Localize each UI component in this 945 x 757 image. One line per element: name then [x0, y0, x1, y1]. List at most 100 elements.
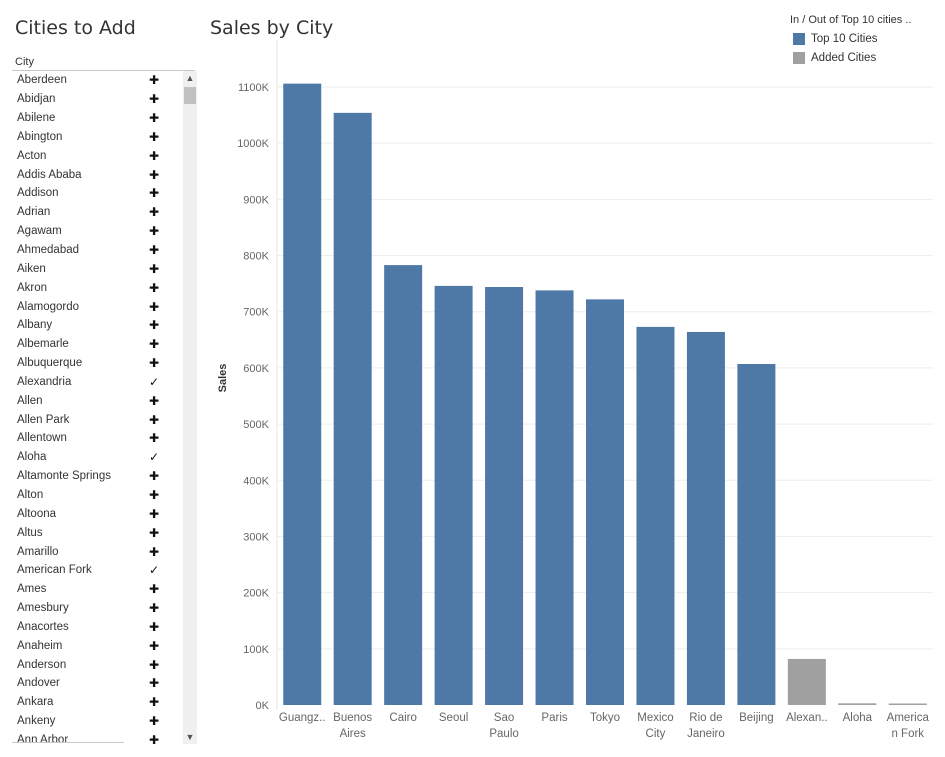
city-list-item[interactable]: Allen Park ✚ — [12, 410, 184, 429]
bar[interactable] — [384, 265, 423, 705]
city-list-item[interactable]: Allentown ✚ — [12, 429, 184, 448]
city-list-item[interactable]: Allen ✚ — [12, 391, 184, 410]
x-tick-label: Guangz.. — [279, 712, 326, 724]
plus-icon[interactable]: ✚ — [149, 544, 160, 559]
bar[interactable] — [787, 658, 826, 705]
city-list-item[interactable]: Amesbury ✚ — [12, 599, 184, 618]
city-list-item[interactable]: Anderson ✚ — [12, 655, 184, 674]
plus-icon[interactable]: ✚ — [149, 732, 160, 744]
x-tick-label: Rio de — [689, 712, 722, 724]
city-list-scrollbar[interactable]: ▲ ▼ — [183, 71, 197, 744]
city-list-item[interactable]: Abidjan ✚ — [12, 90, 184, 109]
plus-icon[interactable]: ✚ — [149, 714, 160, 729]
plus-icon[interactable]: ✚ — [149, 638, 160, 653]
plus-icon[interactable]: ✚ — [149, 224, 160, 239]
bar[interactable] — [686, 331, 725, 705]
plus-icon[interactable]: ✚ — [149, 318, 160, 333]
city-list-item[interactable]: American Fork ✓ — [12, 561, 184, 580]
plus-icon[interactable]: ✚ — [149, 657, 160, 672]
city-list-item[interactable]: Addis Ababa ✚ — [12, 165, 184, 184]
scroll-down-icon[interactable]: ▼ — [185, 732, 195, 742]
plus-icon[interactable]: ✚ — [149, 92, 160, 107]
legend-item-added[interactable]: Added Cities — [793, 52, 876, 64]
city-list-item[interactable]: Ankara ✚ — [12, 693, 184, 712]
bar[interactable] — [888, 703, 927, 706]
city-list-item[interactable]: Ames ✚ — [12, 580, 184, 599]
plus-icon[interactable]: ✚ — [149, 186, 160, 201]
plus-icon[interactable]: ✚ — [149, 356, 160, 371]
city-list-item[interactable]: Altamonte Springs ✚ — [12, 467, 184, 486]
city-list-item[interactable]: Abington ✚ — [12, 128, 184, 147]
plus-icon[interactable]: ✚ — [149, 619, 160, 634]
checkmark-icon[interactable]: ✓ — [149, 450, 160, 465]
plus-icon[interactable]: ✚ — [149, 431, 160, 446]
city-list-item[interactable]: Anacortes ✚ — [12, 617, 184, 636]
city-list-item[interactable]: Aberdeen ✚ — [12, 71, 184, 90]
bar[interactable] — [636, 326, 675, 705]
legend-title[interactable]: In / Out of Top 10 cities .. — [790, 14, 912, 26]
bar[interactable] — [333, 112, 372, 706]
plus-icon[interactable]: ✚ — [149, 148, 160, 163]
legend-item-top10[interactable]: Top 10 Cities — [793, 33, 877, 45]
city-name: Aberdeen — [17, 74, 67, 87]
city-list-item[interactable]: Anaheim ✚ — [12, 636, 184, 655]
plus-icon[interactable]: ✚ — [149, 695, 160, 710]
bar[interactable] — [434, 285, 473, 705]
city-list-item[interactable]: Addison ✚ — [12, 184, 184, 203]
plus-icon[interactable]: ✚ — [149, 337, 160, 352]
plus-icon[interactable]: ✚ — [149, 261, 160, 276]
city-list-item[interactable]: Albemarle ✚ — [12, 335, 184, 354]
plus-icon[interactable]: ✚ — [149, 393, 160, 408]
bar[interactable] — [586, 299, 624, 705]
bar[interactable] — [535, 290, 574, 705]
plus-icon[interactable]: ✚ — [149, 299, 160, 314]
city-list-item[interactable]: Albany ✚ — [12, 316, 184, 335]
city-list-item[interactable]: Agawam ✚ — [12, 222, 184, 241]
plus-icon[interactable]: ✚ — [149, 280, 160, 295]
legend-label-top10: Top 10 Cities — [811, 33, 878, 45]
city-list-item[interactable]: Andover ✚ — [12, 674, 184, 693]
x-tick-label: City — [646, 728, 666, 740]
city-list-item[interactable]: Abilene ✚ — [12, 109, 184, 128]
plus-icon[interactable]: ✚ — [149, 487, 160, 502]
scroll-up-icon[interactable]: ▲ — [185, 73, 195, 83]
city-list-item[interactable]: Aiken ✚ — [12, 259, 184, 278]
plus-icon[interactable]: ✚ — [149, 412, 160, 427]
plus-icon[interactable]: ✚ — [149, 506, 160, 521]
scroll-thumb[interactable] — [184, 87, 196, 104]
city-list-item[interactable]: Ankeny ✚ — [12, 712, 184, 731]
bar[interactable] — [485, 287, 524, 705]
city-list-item[interactable]: Alton ✚ — [12, 486, 184, 505]
city-list-item[interactable]: Albuquerque ✚ — [12, 354, 184, 373]
plus-icon[interactable]: ✚ — [149, 601, 160, 616]
plus-icon[interactable]: ✚ — [149, 469, 160, 484]
city-column-header[interactable]: City — [15, 56, 34, 68]
plus-icon[interactable]: ✚ — [149, 111, 160, 126]
plus-icon[interactable]: ✚ — [149, 582, 160, 597]
city-name: Ankeny — [17, 715, 56, 728]
city-name: Alamogordo — [17, 300, 80, 313]
plus-icon[interactable]: ✚ — [149, 73, 160, 88]
plus-icon[interactable]: ✚ — [149, 676, 160, 691]
city-list-item[interactable]: Alexandria ✓ — [12, 373, 184, 392]
plus-icon[interactable]: ✚ — [149, 525, 160, 540]
bar[interactable] — [838, 703, 877, 705]
bar[interactable] — [283, 83, 322, 705]
plus-icon[interactable]: ✚ — [149, 167, 160, 182]
plus-icon[interactable]: ✚ — [149, 243, 160, 258]
city-list-item[interactable]: Adrian ✚ — [12, 203, 184, 222]
city-list-item[interactable]: Altoona ✚ — [12, 504, 184, 523]
bar[interactable] — [737, 363, 776, 705]
city-list-item[interactable]: Amarillo ✚ — [12, 542, 184, 561]
plus-icon[interactable]: ✚ — [149, 205, 160, 220]
city-list-item[interactable]: Aloha ✓ — [12, 448, 184, 467]
city-list-item[interactable]: Ann Arbor ✚ — [12, 731, 184, 744]
plus-icon[interactable]: ✚ — [149, 129, 160, 144]
city-list-item[interactable]: Acton ✚ — [12, 146, 184, 165]
city-list-item[interactable]: Akron ✚ — [12, 278, 184, 297]
city-list-item[interactable]: Ahmedabad ✚ — [12, 241, 184, 260]
city-list-item[interactable]: Alamogordo ✚ — [12, 297, 184, 316]
checkmark-icon[interactable]: ✓ — [149, 563, 160, 578]
city-list-item[interactable]: Altus ✚ — [12, 523, 184, 542]
checkmark-icon[interactable]: ✓ — [149, 374, 160, 389]
